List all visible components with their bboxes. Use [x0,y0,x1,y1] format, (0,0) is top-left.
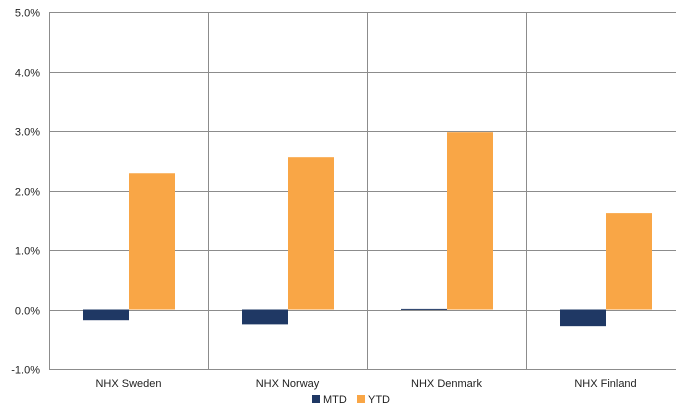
legend-label-mtd: MTD [323,394,347,406]
y-tick-label: 5.0% [15,8,40,20]
x-tick-label: NHX Sweden [95,378,161,390]
y-tick-label: 0.0% [15,306,40,318]
y-tick-label: -1.0% [11,365,40,377]
x-tick-label: NHX Finland [574,378,636,390]
x-tick-label: NHX Norway [256,378,320,390]
axis-labels: -1.0% 0.0% 1.0% 2.0% 3.0% 4.0% 5.0% NHX Sweden N… [11,8,636,391]
x-tick-label: NHX Denmark [411,378,482,390]
bar-ytd [447,132,493,310]
y-tick-label: 2.0% [15,187,40,199]
bar-mtd [560,309,606,327]
y-tick-label: 1.0% [15,246,40,258]
legend: MTD YTD [312,394,390,406]
y-tick-label: 4.0% [15,68,40,80]
bar-ytd [129,173,175,310]
bars [83,132,652,327]
bar-ytd [288,157,334,310]
legend-swatch-ytd [357,395,365,403]
bar-mtd [401,308,447,310]
legend-label-ytd: YTD [368,394,390,406]
bar-mtd [242,309,288,325]
bar-mtd [83,309,129,321]
y-tick-label: 3.0% [15,127,40,139]
bar-ytd [606,213,652,310]
legend-swatch-mtd [312,395,320,403]
